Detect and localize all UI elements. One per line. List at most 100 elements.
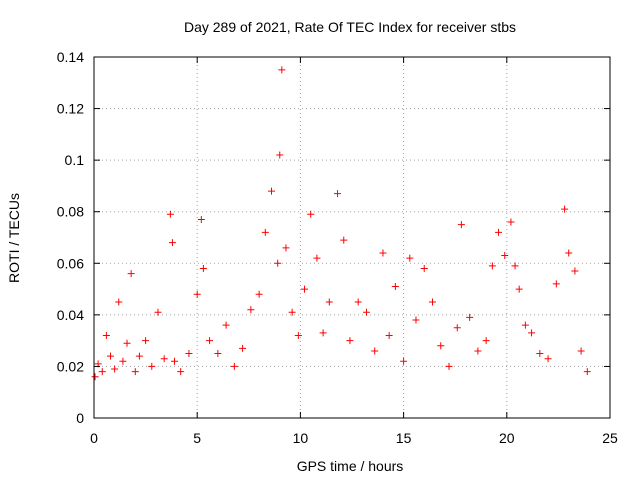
plot-border <box>93 56 611 419</box>
data-point <box>515 285 523 293</box>
data-point <box>131 368 139 376</box>
data-point <box>255 290 263 298</box>
data-point <box>274 259 282 267</box>
data-point <box>282 244 290 252</box>
data-point <box>428 298 436 306</box>
data-point <box>107 352 115 360</box>
y-tick-label: 0.12 <box>57 101 84 117</box>
data-point <box>583 368 591 376</box>
x-tick-label: 0 <box>90 430 98 446</box>
y-axis-ticks: 0 0.02 0.04 0.06 0.08 0.1 0.12 0.14 <box>57 49 610 426</box>
data-point <box>528 329 536 337</box>
data-point <box>301 285 309 293</box>
data-point <box>371 347 379 355</box>
grid-lines <box>94 57 610 418</box>
data-point <box>127 270 135 278</box>
data-point <box>91 373 99 381</box>
data-point <box>239 344 247 352</box>
data-point <box>536 350 544 358</box>
x-tick-label: 10 <box>293 430 309 446</box>
data-point <box>276 151 284 159</box>
data-point <box>278 66 286 74</box>
y-tick-label: 0 <box>76 410 84 426</box>
data-point <box>148 362 156 370</box>
data-point <box>199 264 207 272</box>
x-axis-label: GPS time / hours <box>297 458 404 474</box>
x-tick-label: 5 <box>193 430 201 446</box>
y-tick-label: 0.08 <box>57 204 84 220</box>
plot-frame <box>93 56 611 419</box>
data-point <box>420 264 428 272</box>
data-point <box>154 308 162 316</box>
data-point <box>313 254 321 262</box>
data-point <box>160 355 168 363</box>
data-point <box>391 282 399 290</box>
data-point <box>166 210 174 218</box>
data-point <box>268 187 276 195</box>
data-point <box>457 221 465 229</box>
data-point <box>544 355 552 363</box>
data-point <box>488 262 496 270</box>
y-tick-label: 0.02 <box>57 358 84 374</box>
data-point <box>577 347 585 355</box>
data-point <box>495 228 503 236</box>
data-point <box>474 347 482 355</box>
data-point <box>288 308 296 316</box>
data-point <box>565 249 573 257</box>
y-tick-label: 0.14 <box>57 49 84 65</box>
data-point <box>142 337 150 345</box>
data-point <box>340 236 348 244</box>
data-point <box>354 298 362 306</box>
data-point <box>214 350 222 358</box>
data-point <box>325 298 333 306</box>
data-points <box>91 66 591 381</box>
data-point <box>406 254 414 262</box>
data-point <box>507 218 515 226</box>
data-point <box>119 357 127 365</box>
data-point <box>334 190 342 198</box>
x-tick-label: 25 <box>602 430 618 446</box>
data-point <box>197 215 205 223</box>
data-point <box>362 308 370 316</box>
data-point <box>185 350 193 358</box>
data-point <box>501 252 509 260</box>
data-point <box>230 362 238 370</box>
data-point <box>111 365 119 373</box>
data-point <box>206 337 214 345</box>
x-tick-label: 20 <box>499 430 515 446</box>
data-point <box>552 280 560 288</box>
data-point <box>98 368 106 376</box>
data-point <box>247 306 255 314</box>
data-point <box>445 362 453 370</box>
data-point <box>261 228 269 236</box>
data-point <box>521 321 529 329</box>
data-point <box>561 205 569 213</box>
y-tick-label: 0.1 <box>65 152 85 168</box>
data-point <box>511 262 519 270</box>
data-point <box>294 331 302 339</box>
data-point <box>385 331 393 339</box>
data-point <box>466 313 474 321</box>
data-point <box>177 368 185 376</box>
data-point <box>319 329 327 337</box>
data-point <box>115 298 123 306</box>
data-point <box>168 239 176 247</box>
data-point <box>123 339 131 347</box>
data-point <box>307 210 315 218</box>
data-point <box>170 357 178 365</box>
x-tick-label: 15 <box>396 430 412 446</box>
data-point <box>102 331 110 339</box>
x-axis-ticks: 0 5 10 15 20 25 <box>90 57 618 446</box>
data-point <box>453 324 461 332</box>
data-point <box>400 357 408 365</box>
data-point <box>482 337 490 345</box>
data-point <box>193 290 201 298</box>
y-tick-label: 0.04 <box>57 307 84 323</box>
chart-title: Day 289 of 2021, Rate Of TEC Index for r… <box>184 19 516 35</box>
data-point <box>412 316 420 324</box>
data-point <box>135 352 143 360</box>
data-point <box>346 337 354 345</box>
y-axis-label: ROTI / TECUs <box>6 193 22 283</box>
data-point <box>379 249 387 257</box>
